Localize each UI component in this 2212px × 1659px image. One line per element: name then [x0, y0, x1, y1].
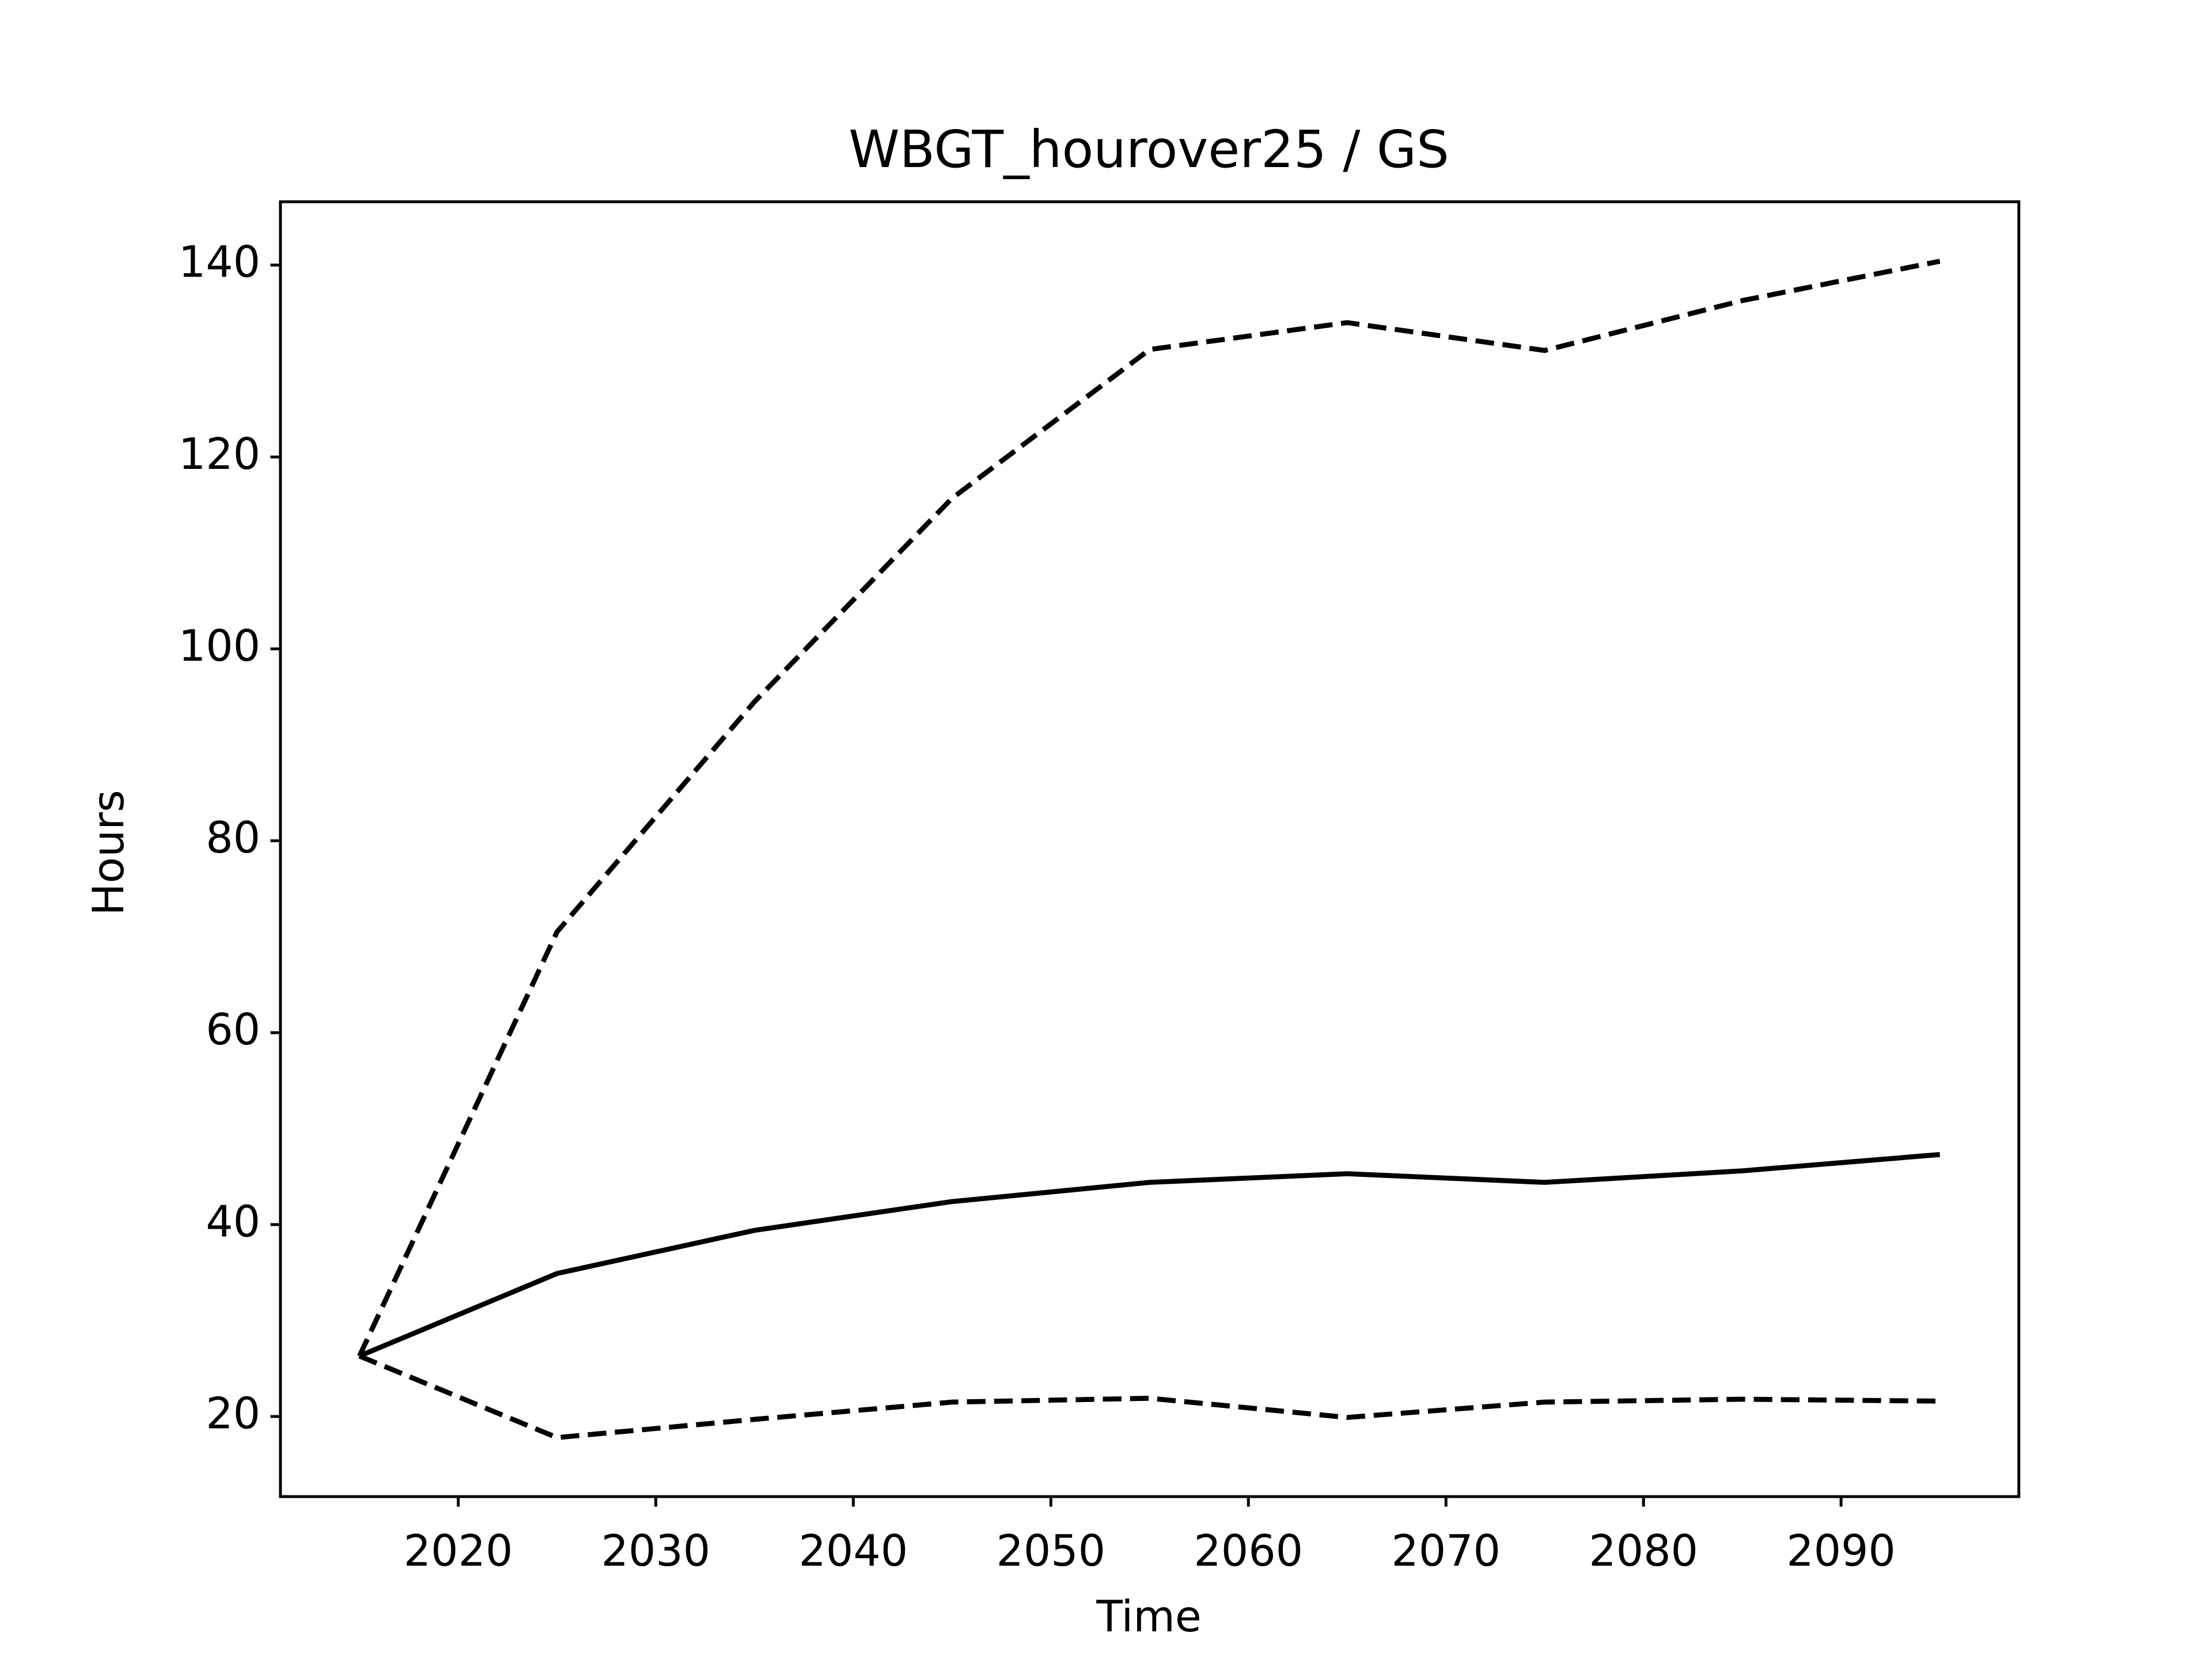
y-axis-label: Hours: [84, 790, 134, 915]
y-tick-label: 120: [179, 429, 260, 479]
y-tick-label: 80: [206, 813, 260, 863]
x-tick-label: 2050: [996, 1526, 1105, 1576]
series-line: [358, 1354, 1940, 1441]
series-line: [357, 259, 1941, 1357]
x-tick-label: 2090: [1786, 1526, 1896, 1576]
y-tick-label: 140: [179, 237, 260, 287]
series-line: [358, 1152, 1940, 1359]
x-tick-label: 2030: [601, 1526, 711, 1576]
chart-title: WBGT_hourover25 / GS: [849, 120, 1449, 180]
x-axis-label: Time: [1096, 1592, 1201, 1642]
x-tick-label: 2040: [799, 1526, 908, 1576]
x-tick-label: 2020: [404, 1526, 513, 1576]
x-tick-label: 2080: [1589, 1526, 1698, 1576]
plot-frame: [279, 200, 2021, 1498]
x-tick-label: 2070: [1391, 1526, 1501, 1576]
y-tick-label: 100: [179, 621, 260, 671]
y-tick-label: 20: [206, 1388, 260, 1438]
y-tick-label: 60: [206, 1005, 260, 1055]
x-tick-label: 2060: [1194, 1526, 1303, 1576]
y-tick-label: 40: [206, 1196, 260, 1247]
